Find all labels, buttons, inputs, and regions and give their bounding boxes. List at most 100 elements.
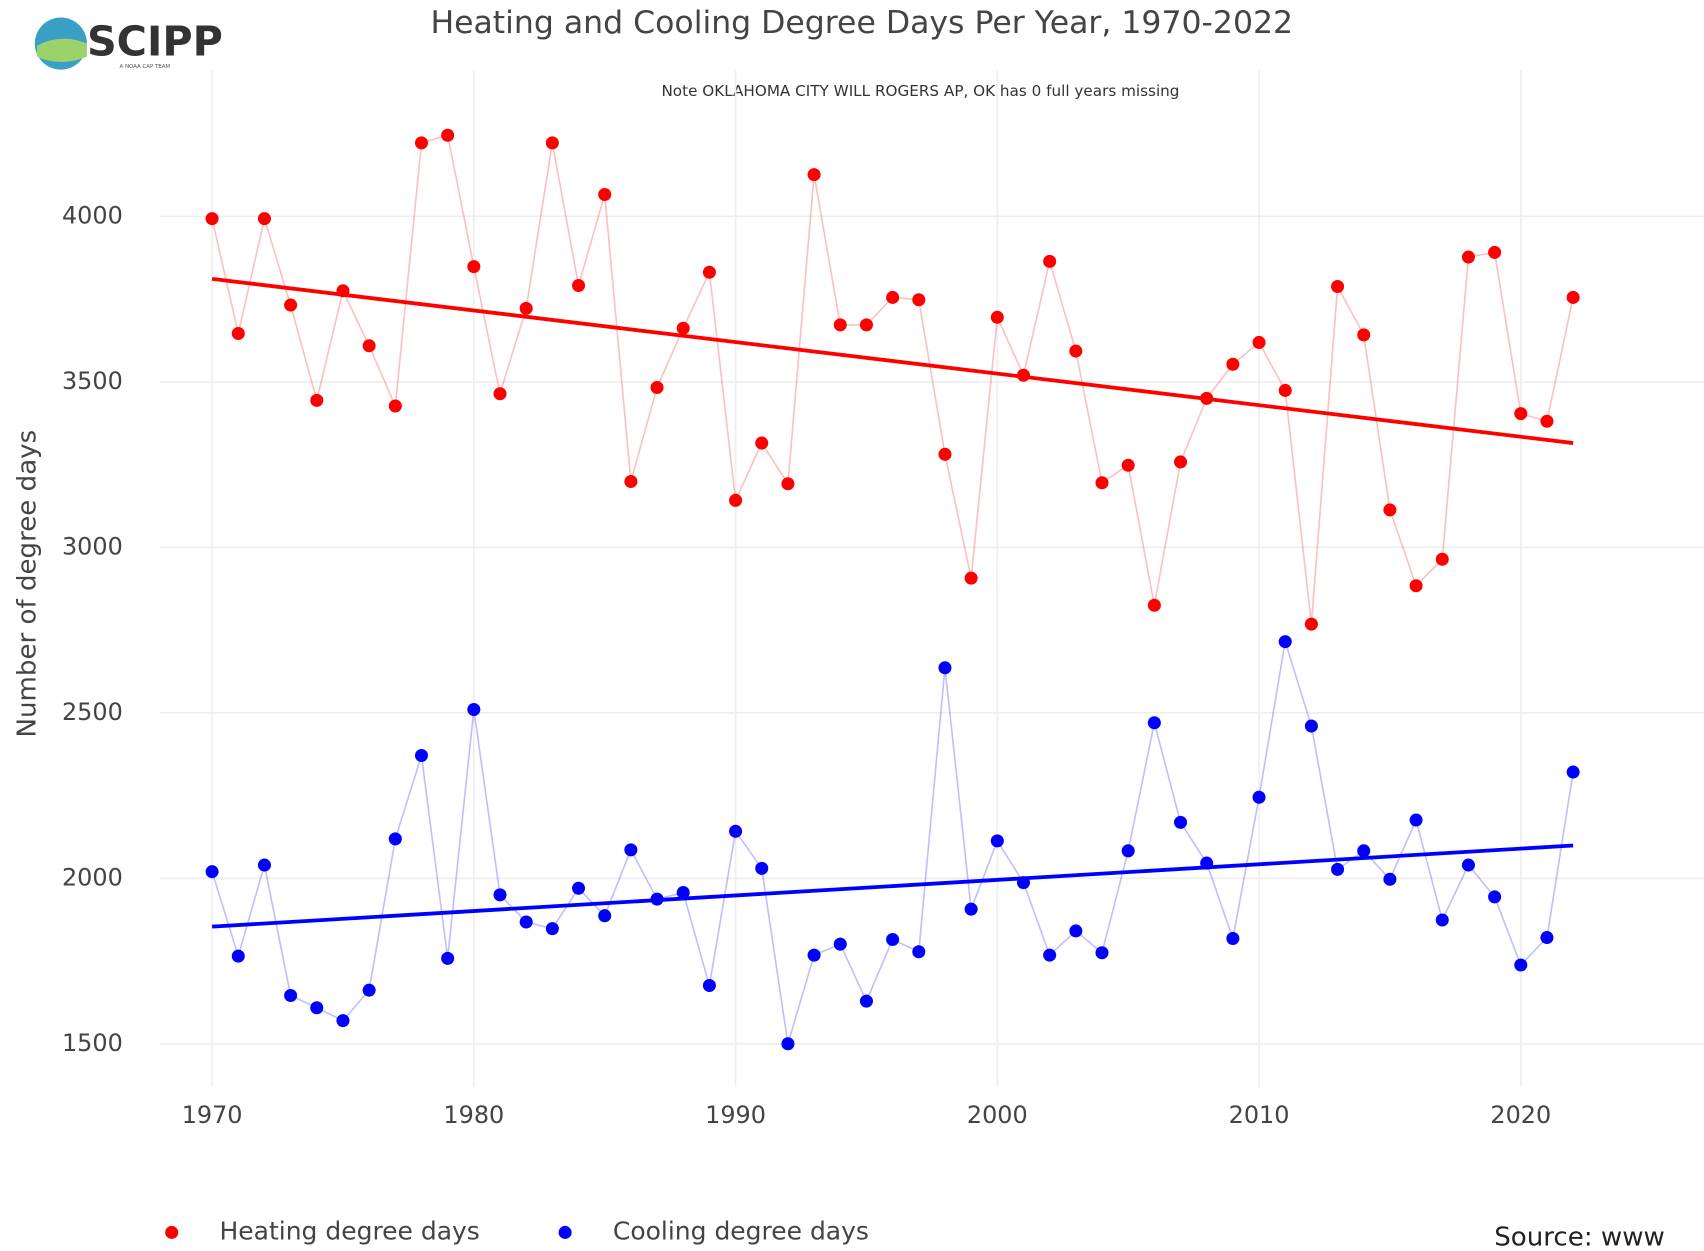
y-tick-label: 2000 (62, 863, 123, 891)
data-point (1331, 862, 1345, 876)
data-point (1252, 790, 1266, 804)
logo-name: SCIPP (87, 18, 223, 66)
data-point (938, 661, 952, 675)
data-point (807, 948, 821, 962)
data-point (205, 865, 219, 879)
data-point (1540, 414, 1554, 428)
data-point (1147, 598, 1161, 612)
data-point (493, 888, 507, 902)
data-point (833, 318, 847, 332)
data-point (1043, 254, 1057, 268)
data-point (519, 915, 533, 929)
data-point (990, 834, 1004, 848)
data-point (388, 832, 402, 846)
series-line (211, 641, 1574, 1045)
data-point (1095, 476, 1109, 490)
data-point (781, 1037, 795, 1051)
data-point (1514, 958, 1528, 972)
data-point (1016, 368, 1031, 382)
data-point (1514, 407, 1528, 421)
data-point (729, 493, 743, 507)
data-point (572, 881, 586, 895)
data-point (729, 824, 743, 838)
data-point (912, 293, 926, 307)
data-point (284, 298, 298, 312)
series-line (211, 134, 1574, 625)
legend-marker (558, 1225, 572, 1239)
data-point (598, 909, 612, 923)
data-point (1357, 844, 1371, 858)
x-tick-label: 1980 (443, 1101, 504, 1129)
data-point (886, 933, 900, 947)
data-point (1069, 924, 1083, 938)
data-point (676, 321, 690, 335)
chart-title: Heating and Cooling Degree Days Per Year… (430, 5, 1293, 41)
data-point (441, 128, 455, 142)
data-point (545, 922, 559, 936)
data-point (755, 861, 769, 875)
data-point (1409, 813, 1423, 827)
chart-subtitle: Note OKLAHOMA CITY WILL ROGERS AP, OK ha… (661, 82, 1179, 100)
data-point (1409, 579, 1423, 593)
y-tick-label: 4000 (62, 201, 123, 229)
data-point (336, 1014, 350, 1028)
data-point (1200, 391, 1214, 405)
y-tick-label: 3000 (62, 532, 123, 560)
data-point (964, 571, 978, 585)
trend-line (211, 277, 1574, 445)
data-point (231, 949, 245, 963)
data-point (467, 702, 481, 717)
data-point (676, 886, 690, 900)
legend-marker (165, 1225, 179, 1239)
logo-tagline: A NOAA CAP TEAM (120, 64, 171, 70)
data-point (1095, 946, 1109, 960)
data-point (1383, 872, 1397, 886)
data-point (1069, 344, 1083, 358)
data-point (1121, 458, 1135, 472)
data-point (650, 380, 664, 394)
x-tick-label: 1970 (182, 1101, 243, 1129)
data-point (388, 399, 402, 413)
data-point (1566, 765, 1580, 779)
data-point (519, 301, 533, 315)
data-point (1226, 932, 1240, 946)
data-point (1043, 948, 1057, 962)
data-point (859, 994, 873, 1008)
y-axis-label: Number of degree days (13, 430, 43, 738)
data-point (1121, 844, 1135, 858)
data-point (1461, 250, 1475, 264)
y-tick-label: 2500 (62, 698, 123, 726)
data-point (1278, 383, 1292, 397)
data-point (414, 748, 429, 763)
data-point (572, 279, 586, 293)
legend-label: Cooling degree days (613, 1216, 869, 1245)
data-point (1147, 716, 1161, 730)
data-point (310, 393, 324, 407)
data-point (912, 945, 926, 959)
data-point (598, 187, 612, 202)
y-tick-label: 1500 (62, 1029, 123, 1057)
data-point (284, 988, 298, 1002)
data-point (1304, 617, 1318, 631)
data-point (414, 136, 429, 150)
data-point (624, 843, 638, 857)
data-point (1226, 357, 1240, 371)
data-point (1331, 279, 1345, 294)
data-point (493, 387, 507, 401)
data-point (624, 474, 638, 488)
data-point (231, 326, 245, 341)
data-point (1540, 931, 1554, 945)
data-point (1174, 815, 1188, 829)
data-point (807, 168, 821, 182)
data-point (1488, 890, 1502, 904)
data-point (1278, 635, 1292, 649)
data-point (310, 1001, 324, 1015)
data-point (1435, 913, 1449, 927)
data-point (1461, 858, 1475, 872)
data-point (1252, 335, 1266, 349)
data-point (650, 892, 664, 906)
x-tick-label: 2010 (1229, 1101, 1290, 1129)
x-tick-label: 2000 (967, 1101, 1028, 1129)
data-point (362, 983, 376, 997)
